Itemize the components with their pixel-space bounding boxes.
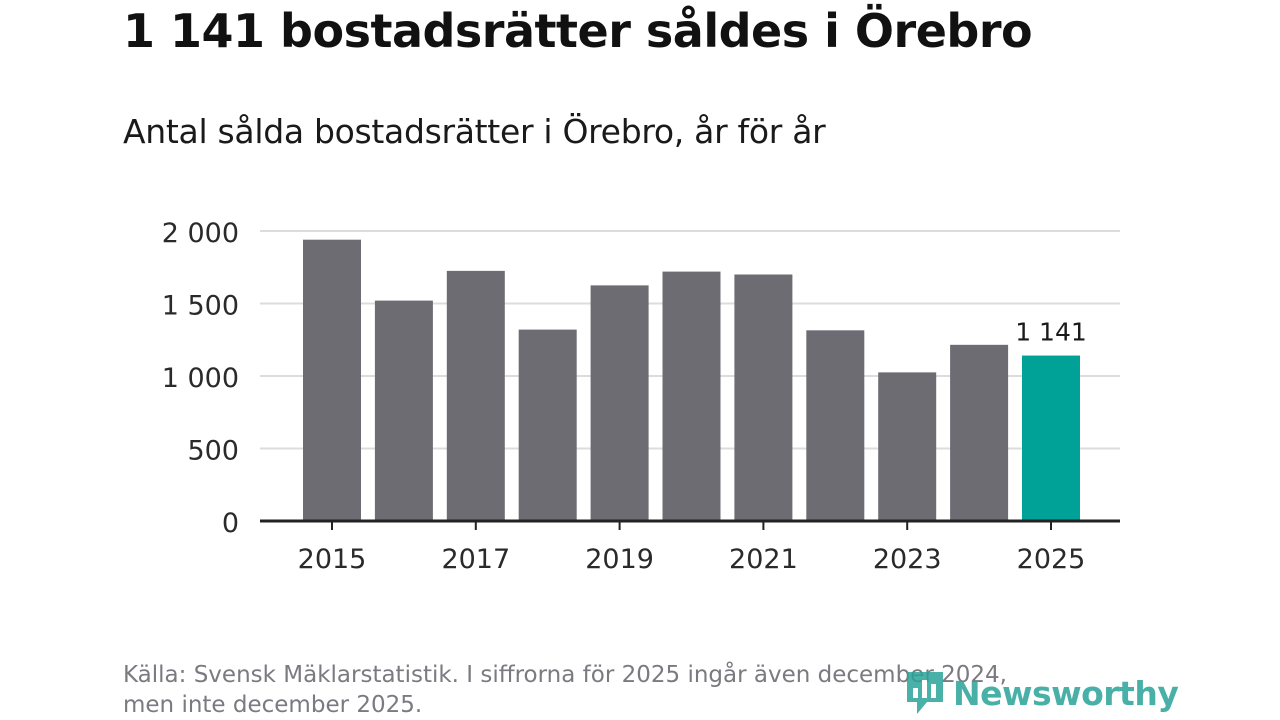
y-tick-label: 2 000: [162, 218, 239, 249]
y-tick-label: 0: [222, 508, 239, 539]
x-tick-label: 2021: [729, 544, 798, 575]
newsworthy-logo-text: Newsworthy: [953, 673, 1179, 713]
bar: [374, 300, 433, 521]
newsworthy-logo: Newsworthy: [903, 668, 1179, 718]
bar: [518, 329, 577, 521]
bar: [734, 274, 793, 521]
source-note: Källa: Svensk Mäklarstatistik. I siffror…: [123, 660, 1007, 720]
bar-chart: 0 500 1 000 1 500 2 000 1 141 2015 2017 2019 2021…: [162, 218, 1120, 575]
bar-data-label: 1 141: [1015, 318, 1087, 347]
x-tick-label: 2025: [1017, 544, 1086, 575]
bar: [662, 271, 721, 521]
y-tick-label: 500: [187, 436, 239, 467]
x-tick-label: 2019: [585, 544, 654, 575]
bar: [806, 330, 865, 521]
x-tick-label: 2015: [298, 544, 367, 575]
chart-subtitle: Antal sålda bostadsrätter i Örebro, år f…: [123, 112, 826, 151]
y-tick-label: 1 500: [162, 291, 239, 322]
bar: [878, 372, 937, 521]
source-note-line-1: Källa: Svensk Mäklarstatistik. I siffror…: [123, 662, 1007, 688]
bar: [303, 239, 361, 521]
bar: [590, 285, 649, 521]
x-tick-label: 2023: [873, 544, 942, 575]
bar: [446, 270, 505, 521]
chart-title: 1 141 bostadsrätter såldes i Örebro: [123, 4, 1033, 58]
x-tick-label: 2017: [441, 544, 510, 575]
source-note-line-2: men inte december 2025.: [123, 692, 423, 718]
newsworthy-logo-icon: [907, 672, 943, 714]
bar: [950, 344, 1009, 521]
bar-highlight: [1022, 355, 1080, 521]
y-tick-label: 1 000: [162, 363, 239, 394]
